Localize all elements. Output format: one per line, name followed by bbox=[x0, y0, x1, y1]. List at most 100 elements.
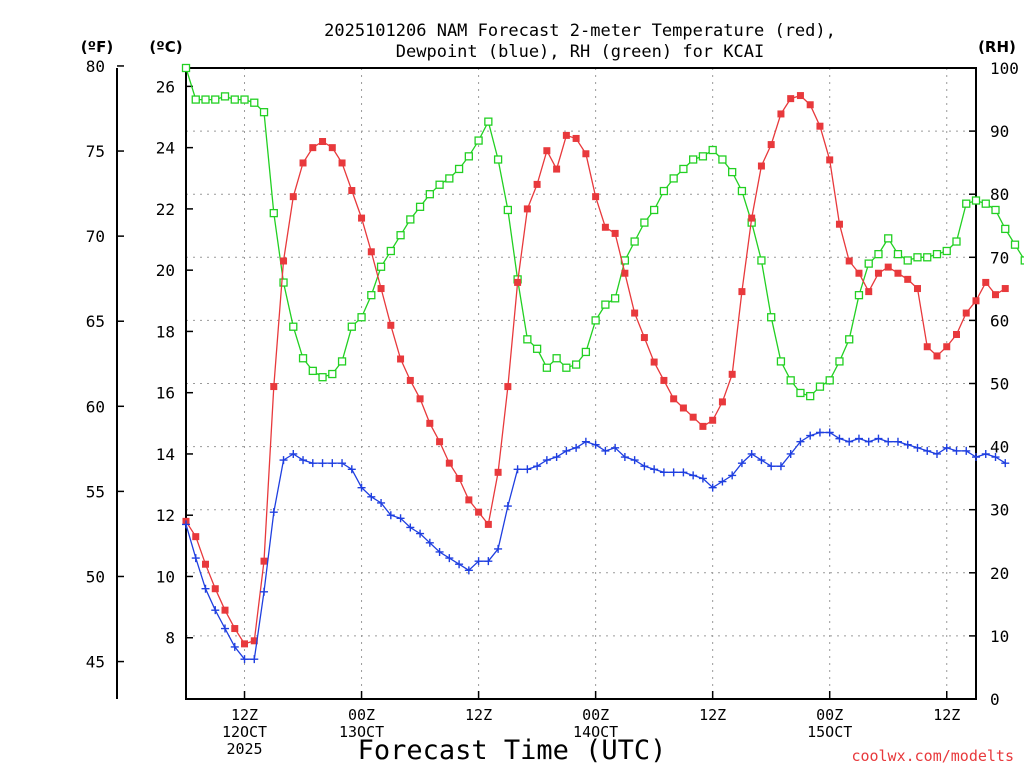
rh-point bbox=[298, 354, 308, 363]
temp-point bbox=[202, 560, 210, 568]
temp-point bbox=[270, 383, 278, 391]
temp-point bbox=[241, 640, 249, 648]
dewpoint-point bbox=[250, 655, 259, 664]
temp-point bbox=[377, 285, 385, 293]
rh-point bbox=[1010, 240, 1020, 249]
dewpoint-point bbox=[221, 624, 230, 633]
dewpoint-point bbox=[523, 465, 532, 474]
dewpoint-point bbox=[601, 446, 610, 455]
temp-point bbox=[757, 162, 765, 170]
dewpoint-point bbox=[386, 511, 395, 520]
temp-point bbox=[874, 269, 882, 277]
rh-point bbox=[367, 291, 376, 300]
rh-point bbox=[562, 363, 571, 372]
rh-point bbox=[942, 246, 951, 256]
temp-point bbox=[816, 122, 824, 130]
rh-point bbox=[981, 199, 990, 208]
rh-point bbox=[708, 145, 717, 155]
dewpoint-point bbox=[815, 428, 824, 437]
dewpoint-point bbox=[240, 655, 249, 664]
dewpoint-point bbox=[328, 459, 337, 468]
dewpoint-point bbox=[757, 456, 766, 465]
rh-point bbox=[806, 391, 815, 401]
rh-point bbox=[757, 256, 766, 265]
fahrenheit-tick-label: 65 bbox=[86, 312, 105, 331]
dewpoint-point bbox=[425, 538, 434, 547]
rh-point bbox=[767, 313, 776, 322]
temp-point bbox=[514, 278, 522, 286]
rh-point bbox=[415, 202, 425, 211]
rh-point bbox=[962, 199, 971, 208]
chart-title-line2: Dewpoint (blue), RH (green) for KCAI bbox=[396, 42, 764, 62]
dewpoint-point bbox=[455, 560, 464, 569]
dewpoint-point bbox=[952, 446, 961, 455]
rh-point bbox=[815, 382, 825, 391]
dewpoint-point bbox=[650, 465, 659, 474]
dewpoint-point bbox=[484, 557, 493, 566]
dewpoint-point bbox=[630, 456, 639, 465]
rh-point bbox=[211, 95, 220, 104]
dewpoint-point bbox=[796, 437, 805, 446]
rh-point bbox=[649, 205, 659, 215]
series-line-rh bbox=[185, 67, 1024, 397]
time-tick-label: 00Z bbox=[582, 706, 609, 724]
rh-point bbox=[825, 376, 834, 385]
rh-point bbox=[318, 373, 327, 382]
temp-point bbox=[943, 343, 951, 351]
credit-text: coolwx.com/modelts bbox=[851, 747, 1014, 765]
dewpoint-point bbox=[269, 508, 278, 517]
dewpoint-point bbox=[972, 453, 980, 462]
rh-tick-label: 100 bbox=[990, 59, 1019, 78]
temp-point bbox=[728, 370, 736, 378]
temp-point bbox=[806, 101, 814, 109]
rh-point bbox=[893, 249, 903, 259]
dewpoint-point bbox=[299, 456, 308, 465]
dewpoint-point bbox=[533, 462, 542, 471]
temp-point bbox=[494, 468, 502, 476]
rh-point bbox=[396, 231, 405, 240]
dewpoint-point bbox=[445, 554, 454, 563]
rh-point bbox=[971, 196, 981, 205]
temp-point bbox=[631, 309, 639, 317]
temp-point bbox=[328, 144, 336, 152]
rh-point bbox=[337, 357, 347, 366]
temp-point bbox=[260, 557, 268, 565]
dewpoint-point bbox=[776, 462, 785, 471]
temp-point bbox=[699, 422, 707, 430]
temp-point bbox=[221, 606, 229, 614]
fahrenheit-tick-label: 75 bbox=[86, 142, 105, 161]
rh-point bbox=[181, 63, 191, 73]
temp-point bbox=[894, 269, 902, 277]
rh-point bbox=[454, 164, 464, 174]
dewpoint-point bbox=[698, 474, 707, 483]
dewpoint-point bbox=[884, 437, 893, 446]
celsius-tick-label: 12 bbox=[156, 506, 175, 525]
celsius-tick-label: 24 bbox=[156, 139, 175, 158]
rh-point bbox=[542, 363, 552, 372]
temp-point bbox=[826, 156, 834, 164]
dewpoint-point bbox=[230, 642, 239, 651]
dewpoint-point bbox=[991, 453, 1000, 462]
rh-point bbox=[591, 316, 600, 325]
temp-point bbox=[640, 334, 648, 342]
temp-point bbox=[787, 95, 795, 103]
dewpoint-point bbox=[962, 446, 971, 455]
dewpoint-point bbox=[659, 468, 668, 477]
rh-point bbox=[835, 357, 844, 366]
temp-point bbox=[835, 220, 843, 228]
rh-point bbox=[191, 95, 200, 104]
celsius-tick-label: 20 bbox=[156, 261, 175, 280]
rh-point bbox=[376, 262, 386, 271]
rh-point bbox=[610, 294, 620, 303]
rh-point bbox=[240, 95, 249, 104]
rh-tick-label: 70 bbox=[990, 248, 1009, 267]
dewpoint-point bbox=[620, 453, 629, 462]
dewpoint-point bbox=[786, 449, 795, 458]
dewpoint-point bbox=[406, 523, 415, 532]
rh-point bbox=[357, 313, 366, 322]
time-tick-label: 12Z bbox=[699, 706, 726, 724]
celsius-tick-label: 10 bbox=[156, 567, 175, 586]
x-axis-label: Forecast Time (UTC) bbox=[358, 735, 667, 766]
rh-point bbox=[464, 152, 473, 161]
